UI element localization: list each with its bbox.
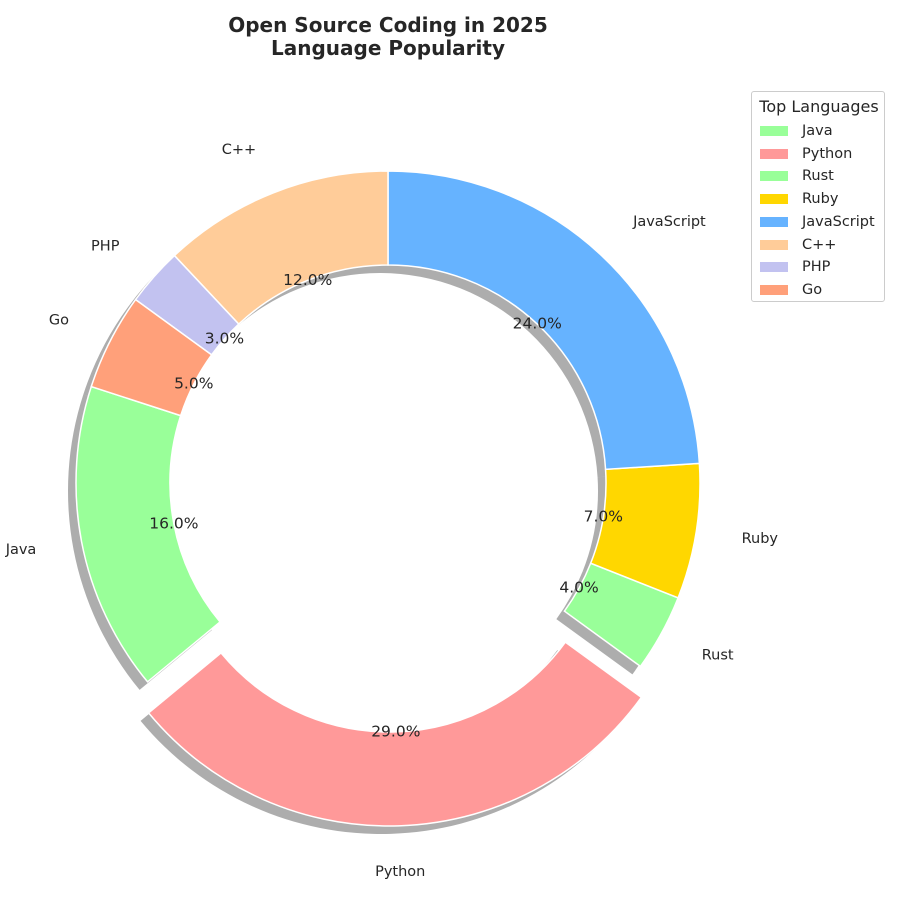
legend-swatch — [760, 126, 788, 136]
slice-label-go: Go — [49, 312, 69, 328]
legend-item-java: Java — [760, 122, 833, 140]
slice-label-ruby: Ruby — [742, 531, 779, 547]
legend-title: Top Languages — [759, 97, 879, 116]
legend-swatch — [760, 239, 788, 250]
legend-swatch — [760, 216, 788, 227]
slice-pct-cpp: 12.0% — [283, 271, 332, 289]
legend-swatch — [760, 171, 788, 182]
slice-label-javascript: JavaScript — [632, 214, 706, 230]
slice-label-java: Java — [5, 542, 37, 558]
legend-item-python: Python — [760, 145, 852, 163]
legend-item-ruby: Ruby — [760, 190, 838, 208]
slice-pct-rust: 4.0% — [559, 579, 598, 597]
slice-pct-ruby: 7.0% — [584, 508, 623, 526]
chart-title-line2: Language Popularity — [271, 36, 505, 60]
legend-label: Java — [802, 123, 833, 139]
slice-label-cpp: C++ — [222, 142, 256, 158]
slice-label-rust: Rust — [702, 647, 734, 663]
legend: Top Languages Java Python Rust Ruby JavaScri… — [751, 91, 885, 302]
legend-item-javascript: JavaScript — [760, 213, 875, 231]
legend-item-cpp: C++ — [760, 236, 836, 254]
slice-pct-javascript: 24.0% — [513, 315, 562, 333]
legend-item-go: Go — [760, 281, 822, 299]
legend-label: Rust — [802, 168, 834, 185]
slice-pct-php: 3.0% — [205, 329, 244, 347]
legend-swatch — [760, 194, 788, 205]
chart-title-line1: Open Source Coding in 2025 — [228, 13, 548, 37]
legend-label: PHP — [802, 259, 831, 276]
slice-pct-go: 5.0% — [174, 375, 213, 393]
legend-swatch — [760, 284, 788, 295]
label-layer: Java 16.0% Python 29.0% Rust 4.0% Ruby 7.0% Java… — [5, 142, 779, 880]
wedge-javascript — [387, 170, 701, 471]
legend-label: Python — [802, 145, 853, 162]
legend-label: Ruby — [802, 191, 839, 208]
legend-label: JavaScript — [802, 213, 875, 230]
legend-swatch — [760, 262, 788, 273]
legend-item-rust: Rust — [760, 167, 834, 185]
slice-label-php: PHP — [91, 238, 120, 254]
wedge-java — [75, 385, 222, 683]
wedge-go — [90, 298, 213, 417]
slice-pct-java: 16.0% — [149, 514, 198, 532]
wedge-python — [147, 641, 643, 827]
slice-pct-python: 29.0% — [371, 722, 420, 740]
legend-item-php: PHP — [760, 258, 830, 276]
slice-label-python: Python — [375, 864, 425, 880]
chart-title: Open Source Coding in 2025 Language Popu… — [0, 14, 776, 60]
legend-label: Go — [802, 281, 823, 298]
legend-label: C++ — [802, 236, 837, 253]
wedge-layer — [75, 170, 701, 827]
legend-swatch — [760, 148, 788, 159]
